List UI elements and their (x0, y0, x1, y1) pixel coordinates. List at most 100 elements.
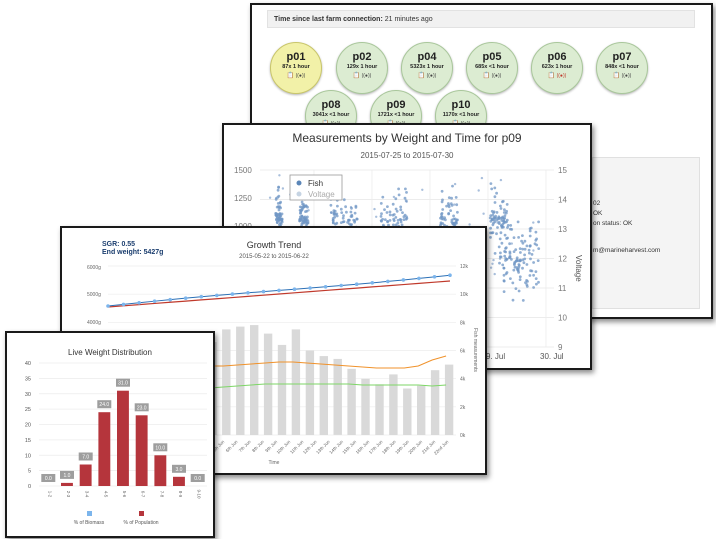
pen-p07[interactable]: p07 848x <1 hour 📋 ((●)) (596, 42, 648, 94)
y-tick: 5 (28, 469, 31, 475)
x-tick: 2-3 (66, 491, 71, 498)
fish-point (279, 206, 282, 210)
fish-point (504, 250, 507, 254)
legend-population[interactable]: % of Population (123, 520, 158, 526)
fish-point (348, 218, 351, 222)
fish-point (440, 215, 444, 219)
legend-biomass[interactable]: % of Biomass (74, 520, 105, 526)
fish-point (521, 299, 525, 302)
fish-point (490, 187, 494, 191)
fish-point (341, 220, 345, 224)
fish-point (521, 266, 524, 270)
y-left-tick: 6000g (87, 265, 101, 271)
fish-point (454, 196, 458, 199)
pen-detail-box: 02 OK on status: OK m@marineharvest.com (592, 157, 700, 309)
fish-point (334, 222, 337, 226)
fish-point (528, 274, 532, 277)
fish-point (503, 254, 507, 258)
measurement-bar (250, 325, 259, 435)
fish-point (445, 204, 448, 208)
value-label: 31.0 (118, 381, 128, 387)
measurement-bar (403, 388, 412, 435)
fish-point (402, 218, 406, 221)
population-bar[interactable] (135, 415, 148, 486)
weight-point (386, 279, 390, 284)
fish-point (440, 212, 443, 216)
fish-point (537, 247, 541, 250)
fish-point (400, 223, 404, 227)
fish-point (342, 198, 346, 202)
pen-p04[interactable]: p04 5323x 1 hour 📋 ((●)) (401, 42, 453, 94)
fish-point (355, 217, 359, 221)
fish-point (513, 262, 516, 265)
fish-point (535, 282, 538, 286)
fish-point (498, 237, 502, 241)
fish-point (533, 242, 537, 246)
fish-point (537, 220, 540, 224)
fish-point (499, 217, 503, 220)
population-bar[interactable] (173, 476, 185, 486)
fish-point (518, 258, 522, 262)
fish-point (518, 278, 522, 281)
fish-point (493, 201, 497, 204)
pen-p02[interactable]: p02 129x 1 hour 📋 ((●)) (336, 42, 388, 94)
fish-point (451, 184, 454, 188)
fish-point (503, 220, 507, 224)
fish-point (536, 259, 540, 262)
pen-p01[interactable]: p01 87x 1 hour 📋 ((●)) (270, 42, 322, 94)
fish-point (491, 223, 495, 227)
fish-point (517, 289, 521, 293)
fish-point (386, 220, 389, 224)
fish-point (477, 189, 480, 192)
x-tick: 30. Jul (540, 352, 564, 361)
distribution-title: Live Weight Distribution (68, 348, 152, 357)
fish-point (307, 209, 310, 212)
legend-fish[interactable]: Fish (308, 179, 323, 188)
fish-point (498, 257, 502, 260)
population-bar[interactable] (79, 464, 92, 487)
fish-point (306, 219, 310, 223)
measurement-bar (375, 384, 384, 435)
population-bar[interactable] (61, 482, 73, 486)
fish-point (380, 212, 383, 216)
fish-point (299, 211, 302, 215)
fish-point (401, 211, 404, 214)
fish-point (527, 248, 531, 252)
fish-point (349, 215, 353, 218)
fish-point (306, 215, 309, 219)
population-bar[interactable] (117, 390, 129, 486)
detail-line-4[interactable]: m@marineharvest.com (593, 247, 661, 254)
fish-point (500, 241, 504, 245)
distribution-chart: Live Weight Distribution 40 35 30 25 20 15 10 5… (25, 348, 207, 526)
fish-point (529, 269, 532, 273)
fish-point (521, 258, 525, 262)
fish-point (300, 200, 304, 204)
population-bar[interactable] (154, 455, 167, 487)
fish-point (499, 178, 503, 182)
clipboard-icon: 📋 (612, 73, 621, 79)
fish-point (489, 182, 493, 185)
fish-point (512, 236, 516, 239)
fish-point (353, 211, 357, 215)
legend-voltage[interactable]: Voltage (308, 190, 335, 199)
y-right-tick: 12 (558, 255, 567, 264)
pen-p05[interactable]: p05 685x <1 hour 📋 ((●)) (466, 42, 518, 94)
fish-point (385, 211, 389, 214)
pen-name: p02 (352, 51, 372, 63)
value-label-box (153, 443, 168, 452)
fish-point (405, 216, 409, 220)
pen-name: p08 (321, 99, 341, 111)
pen-info: 5323x 1 hour (410, 64, 444, 70)
fish-point (277, 208, 281, 212)
measurements-title: Measurements by Weight and Time for p09 (292, 131, 522, 145)
fish-point (525, 285, 529, 288)
fish-point (521, 247, 525, 251)
population-bar[interactable] (98, 412, 111, 486)
fish-point (492, 211, 495, 215)
fish-point (373, 207, 376, 211)
fish-point (503, 214, 507, 218)
fish-point (333, 215, 337, 219)
fish-point (394, 223, 398, 227)
fish-point (336, 204, 339, 208)
pen-p06[interactable]: p06 623x 1 hour 📋 ((●)) (531, 42, 583, 94)
